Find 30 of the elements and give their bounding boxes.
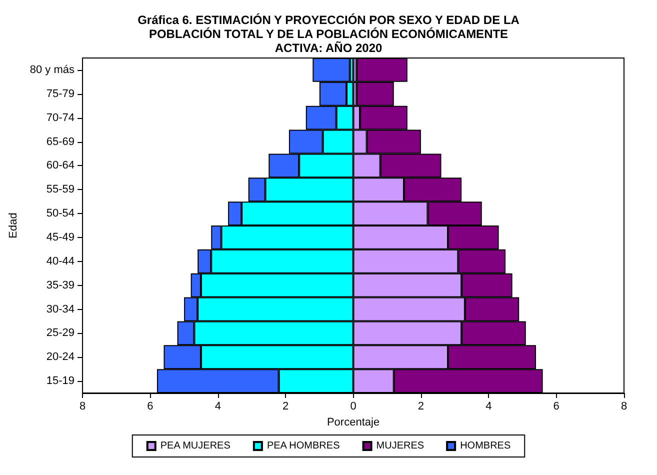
x-tick-label: 6 [147,400,154,412]
y-tick-label: 15-19 [46,375,75,388]
x-tick-label: 8 [620,400,628,412]
y-tick-label: 65-69 [46,136,75,148]
x-tick-label: 0 [350,400,356,412]
y-tick-label: 60-64 [46,160,75,172]
y-tick-label: 40-44 [46,255,75,268]
x-axis-title: Porcentaje [326,416,380,428]
x-tick-label: 4 [486,400,492,412]
x-tick-label: 6 [553,400,560,412]
legend-label: PEA HOMBRES [266,440,340,452]
y-tick-label: 35-39 [46,279,75,292]
y-tick-label: 20-24 [46,351,75,364]
y-tick-label: 55-59 [46,184,75,196]
y-axis-title: Edad [8,212,20,238]
y-tick-label: 45-49 [46,231,75,244]
legend-label: MUJERES [376,440,424,452]
y-tick-label: 70-74 [46,112,75,124]
x-tick-label: 2 [282,400,289,412]
y-tick-label: 50-54 [46,208,75,220]
x-tick-label: 8 [79,400,86,412]
legend-label: HOMBRES [460,440,511,452]
y-tick-label: 75-79 [46,88,75,100]
chart-title: Gráfica 6. ESTIMACIÓN Y PROYECCIÓN POR SEXO Y EDAD DE LA POBLACIÓN TOTAL Y DE LA POBLACIÓN ECONÓMICAMENTE ACTIVA: AÑO 2020 [138,13,520,55]
x-tick-label: 4 [214,400,221,412]
y-tick-label: 25-29 [46,327,75,340]
y-tick-label: 80 y más [30,64,76,76]
y-tick-label: 30-34 [46,303,75,316]
legend-label: PEA MUJERES [160,440,231,452]
x-tick-label: 2 [418,400,424,412]
